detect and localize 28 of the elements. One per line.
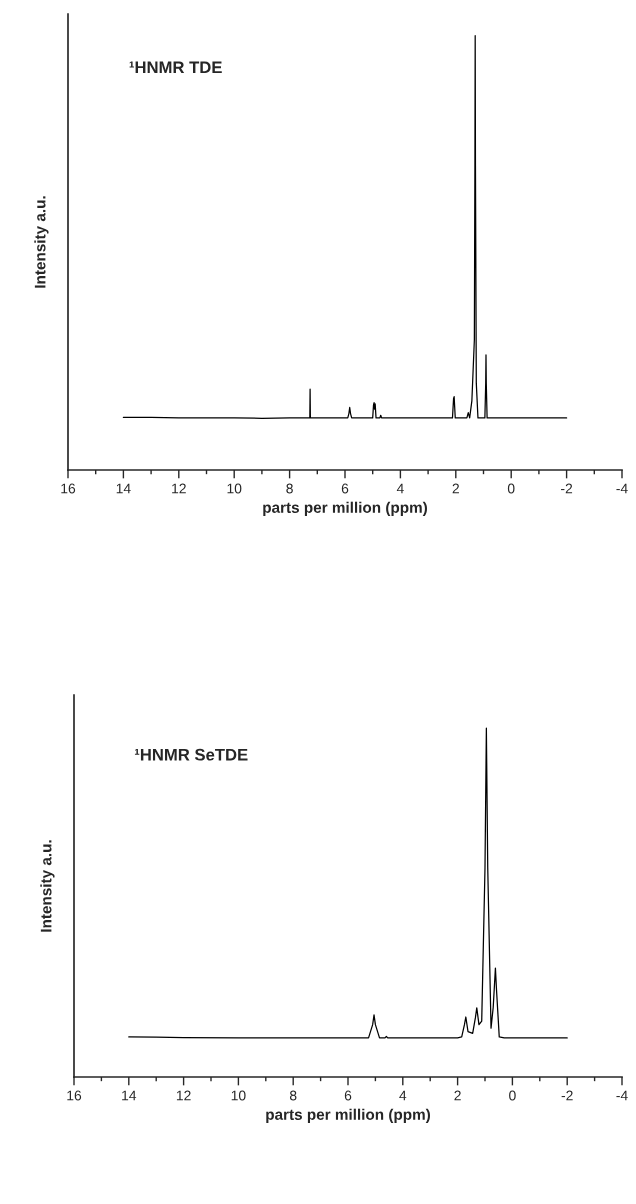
x-tick-label: 4	[399, 1090, 407, 1101]
x-tick-label: 16	[61, 483, 76, 494]
x-tick-label: 10	[227, 483, 242, 494]
annotation: ¹HNMR SeTDE	[134, 748, 248, 761]
x-tick-label: 2	[454, 1090, 461, 1101]
x-tick-label: -2	[561, 1090, 573, 1101]
x-tick-label: 10	[231, 1090, 246, 1101]
x-tick-label: 0	[509, 1090, 516, 1101]
y-axis-title: Intensity a.u.	[40, 840, 55, 932]
x-axis-title: parts per million (ppm)	[263, 501, 427, 516]
x-tick-label: 2	[452, 483, 459, 494]
x-tick-label: 4	[396, 483, 404, 494]
x-tick-label: -4	[616, 1090, 628, 1101]
x-tick-label: -2	[561, 483, 573, 494]
y-axis-title: Intensity a.u.	[34, 196, 49, 288]
x-tick-label: 6	[341, 483, 349, 494]
x-tick-label: 8	[286, 483, 293, 494]
x-tick-label: -4	[616, 483, 628, 494]
x-axis-title: parts per million (ppm)	[266, 1108, 430, 1123]
annotation: ¹HNMR TDE	[129, 61, 222, 74]
x-tick-label: 14	[122, 1090, 137, 1101]
x-tick-label: 16	[67, 1090, 82, 1101]
x-tick-label: 12	[172, 483, 186, 494]
x-tick-label: 14	[116, 483, 131, 494]
x-tick-label: 0	[507, 483, 515, 494]
x-tick-label: 6	[344, 1090, 352, 1101]
x-tick-label: 12	[176, 1090, 191, 1101]
x-tick-label: 8	[289, 1090, 297, 1101]
